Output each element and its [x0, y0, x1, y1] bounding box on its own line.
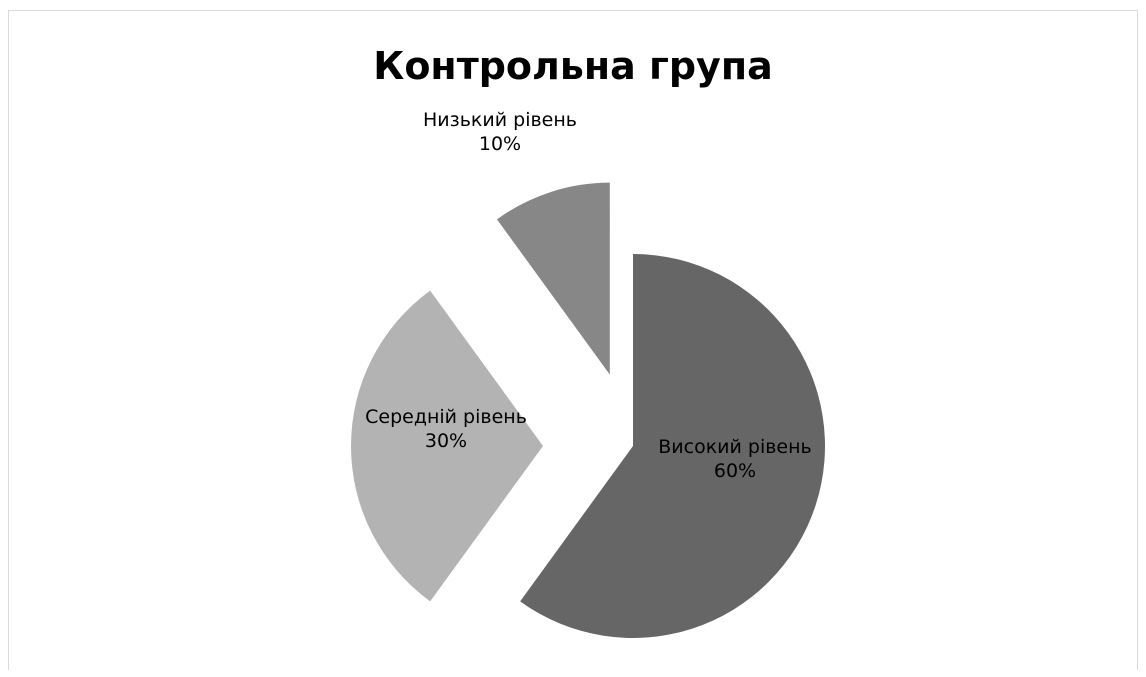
slice-name-label-1: Високий рівень — [658, 436, 812, 458]
slice-percent-label-3: 10% — [479, 133, 521, 155]
slice-percent-label-2: 30% — [425, 430, 467, 452]
slice-name-label-3: Низький рівень — [423, 109, 577, 131]
pie-slice-1 — [520, 254, 825, 638]
slice-name-label-2: Середній рівень — [365, 406, 527, 428]
slice-percent-label-1: 60% — [714, 460, 756, 482]
pie-slice-3 — [496, 182, 610, 375]
pie-slice-2 — [351, 290, 543, 602]
chart-title: Контрольна група — [373, 44, 773, 88]
